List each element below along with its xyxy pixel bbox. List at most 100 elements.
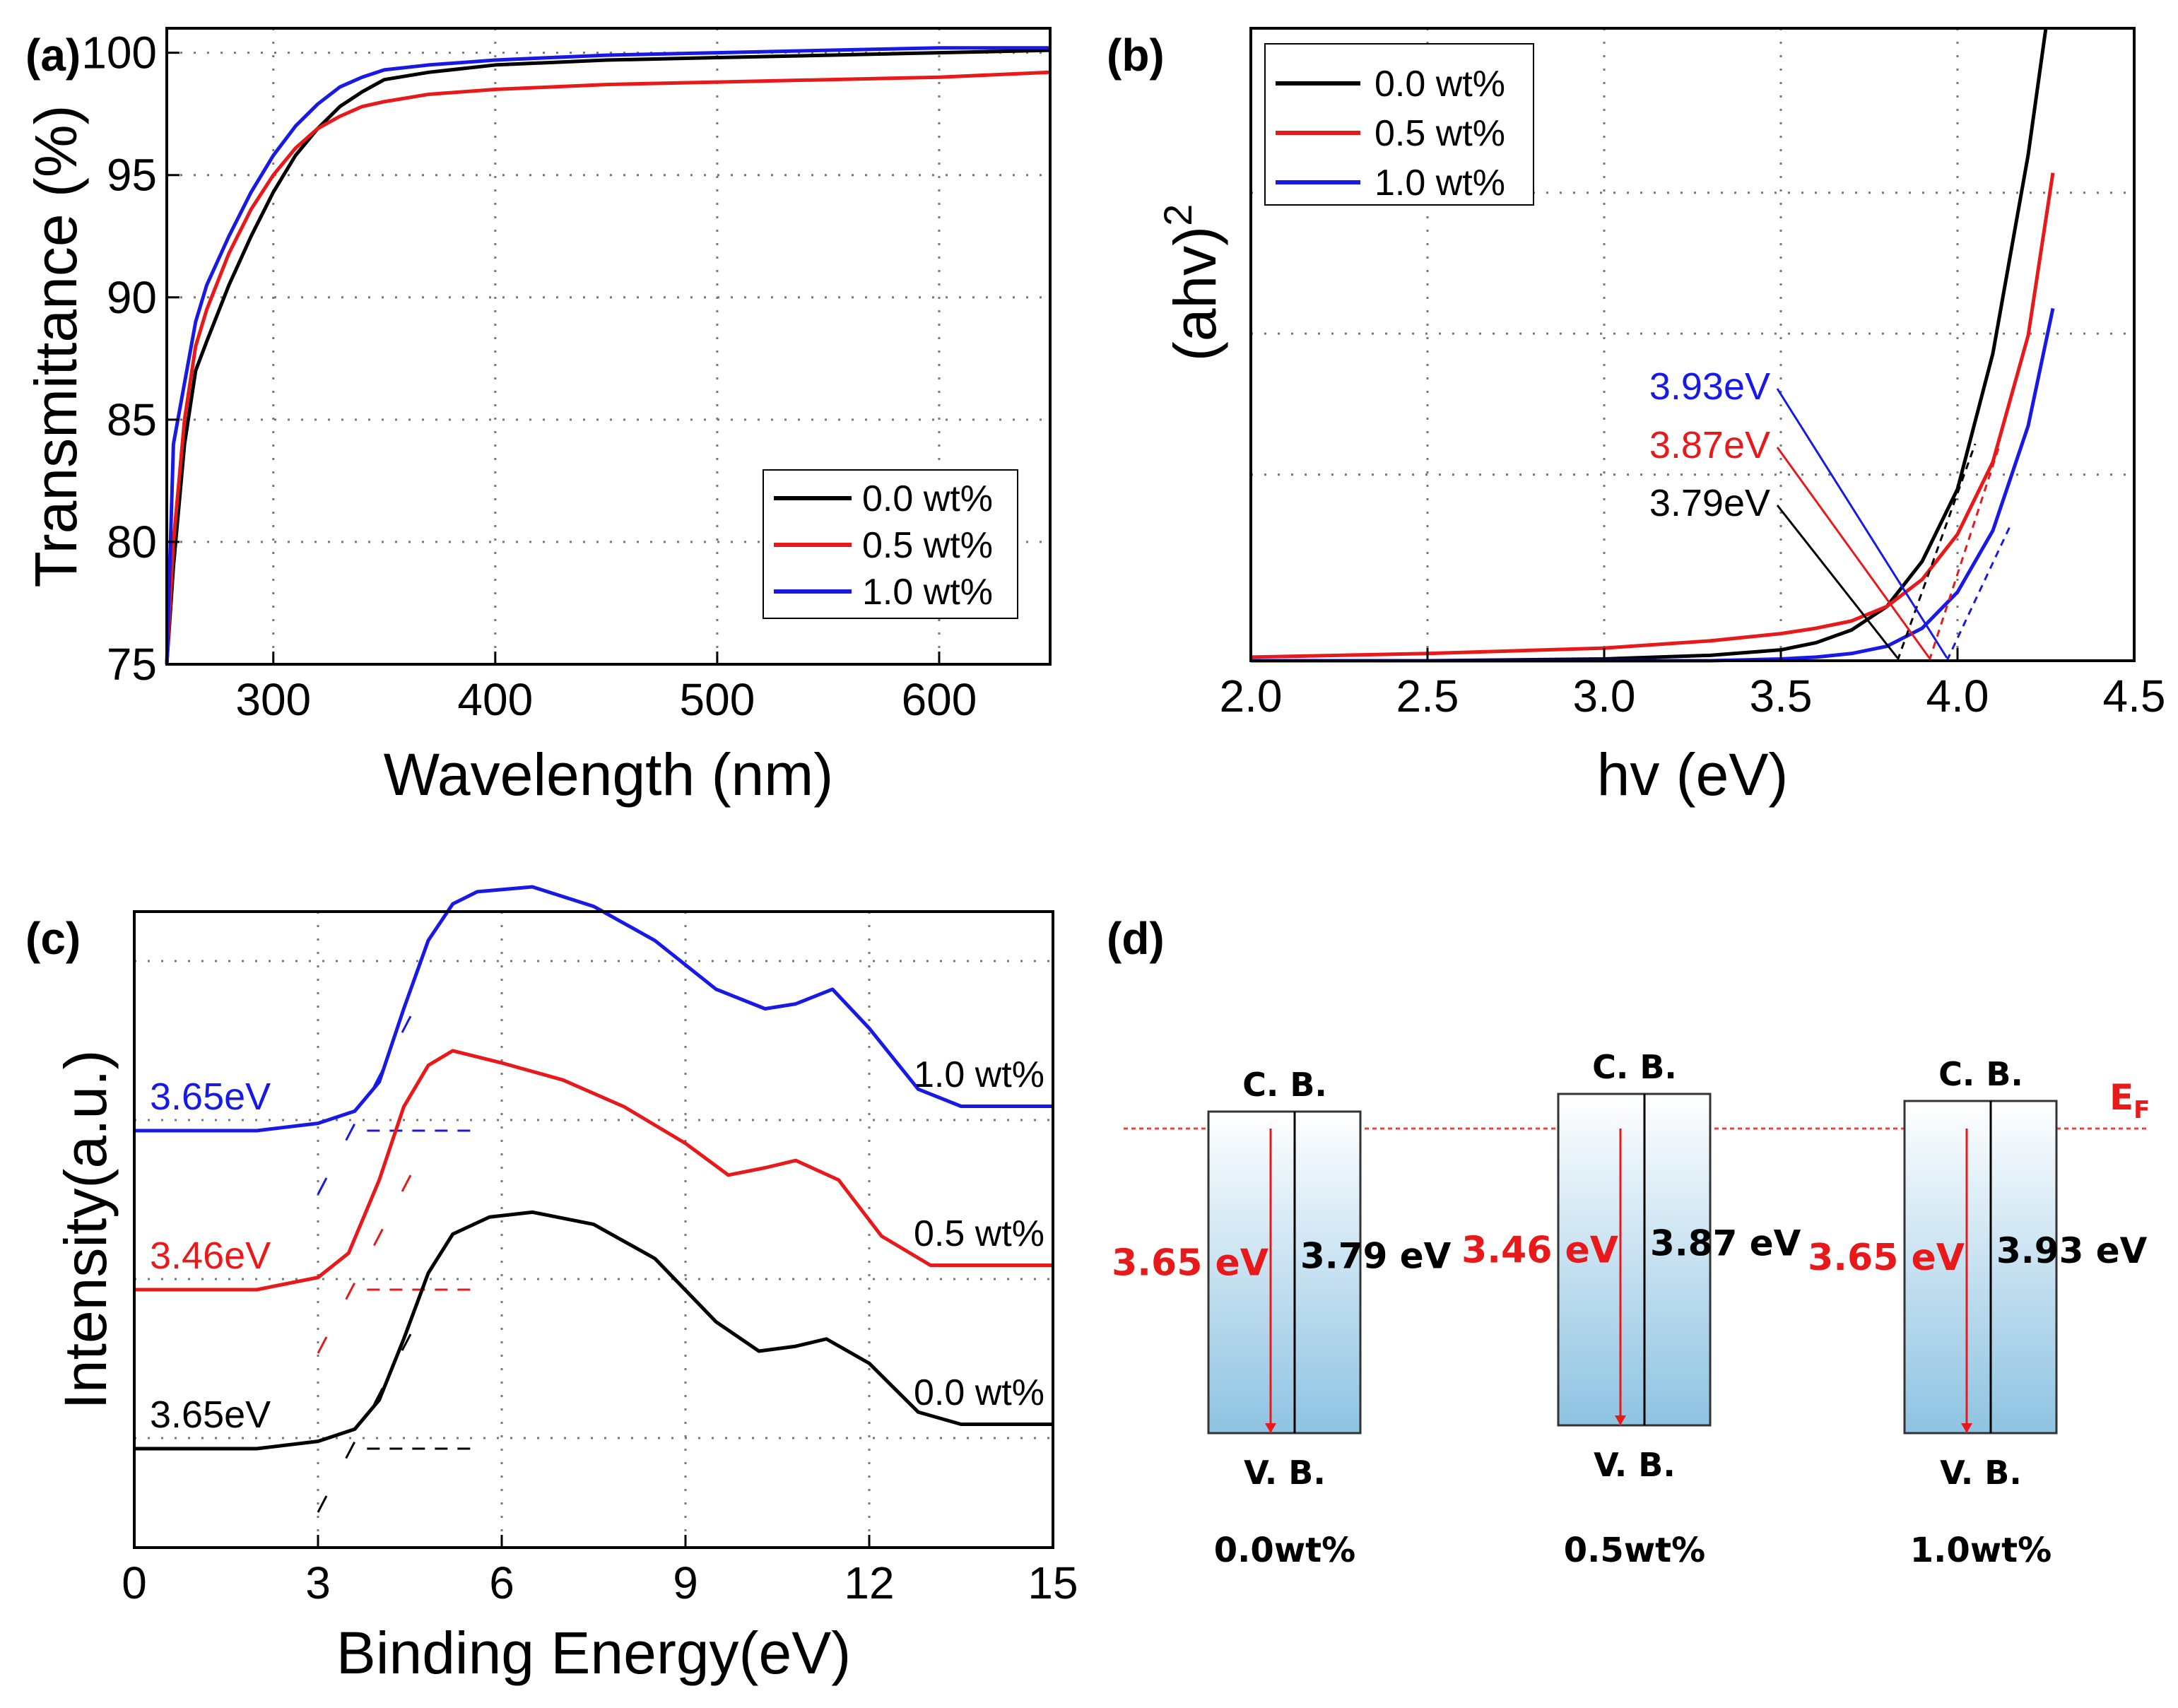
legend-label: 1.0 wt% xyxy=(1375,163,1505,204)
x-tick-label: 15 xyxy=(1028,1557,1078,1608)
bandgap-label: 3.87eV xyxy=(1649,424,1770,466)
xps-gap-value: 3.65 eV xyxy=(1808,1237,1965,1279)
series-group xyxy=(165,46,1051,665)
xps-gap-value: 3.46 eV xyxy=(1461,1230,1618,1272)
series-label: 1.0 wt% xyxy=(914,1054,1044,1095)
arrow-head xyxy=(1265,1423,1276,1433)
sample-label: 1.0wt% xyxy=(1910,1531,2052,1570)
optical-gap-value: 3.93 eV xyxy=(1996,1230,2148,1271)
y-tick-label: 95 xyxy=(107,150,157,201)
conduction-band-label: C. B. xyxy=(1938,1055,2023,1093)
series-line xyxy=(1250,172,2055,659)
y-tick-label: 90 xyxy=(107,272,157,323)
x-tick-label: 3.0 xyxy=(1573,671,1636,722)
legend-label: 0.5 wt% xyxy=(862,525,993,566)
sample-label: 0.0wt% xyxy=(1214,1531,1355,1570)
ticks: 0 3 6 9 12 15 xyxy=(122,1535,1078,1608)
x-tick-label: 3.5 xyxy=(1750,671,1813,722)
bandgap-label: 3.93eV xyxy=(1649,365,1770,408)
legend: 0.0 wt% 0.5 wt% 1.0 wt% xyxy=(763,469,1018,619)
grid xyxy=(134,912,1053,1548)
arrow-head xyxy=(1961,1423,1972,1433)
panel-d-band-diagram: EF C. B. V. B. 3.65 eV 3.79 eV 0.0wt% C. B. V.… xyxy=(1112,1048,2150,1570)
edge-label: 3.65eV xyxy=(150,1394,271,1436)
panel-a-chart: 300 400 500 600 75 80 85 90 95 100 Wavelength (nm… xyxy=(23,27,1052,808)
legend-label: 0.0 wt% xyxy=(862,478,993,519)
ticks: 2.0 2.5 3.0 3.5 4.0 4.5 xyxy=(1220,648,2166,722)
panel-label-d: (d) xyxy=(1107,913,1165,964)
optical-gap-value: 3.87 eV xyxy=(1650,1223,1801,1264)
x-tick-label: 9 xyxy=(673,1557,698,1608)
arrow-head xyxy=(1615,1415,1626,1425)
x-tick-label: 4.5 xyxy=(2103,671,2166,722)
annotation-arrow xyxy=(1776,505,1899,659)
edge-label: 3.65eV xyxy=(150,1076,271,1118)
series-label: 0.0 wt% xyxy=(914,1372,1044,1413)
band-columns: C. B. V. B. 3.65 eV 3.79 eV 0.0wt% C. B. V. B.… xyxy=(1112,1048,2148,1570)
y-axis-label: (ahv)2 xyxy=(1155,204,1228,362)
annotation-arrow xyxy=(1776,388,1948,659)
y-tick-label: 80 xyxy=(107,517,157,567)
panel-label-a: (a) xyxy=(25,30,81,81)
panel-label-b: (b) xyxy=(1107,30,1165,81)
x-tick-label: 12 xyxy=(844,1557,894,1608)
x-tick-label: 600 xyxy=(902,674,977,725)
y-tick-label: 75 xyxy=(107,639,157,690)
conduction-band-label: C. B. xyxy=(1592,1048,1677,1086)
bandgap-annotations: 3.93eV 3.87eV 3.79eV xyxy=(1649,365,1948,659)
series-line xyxy=(134,1049,1053,1292)
x-tick-label: 300 xyxy=(235,674,311,725)
series-line xyxy=(165,70,1051,665)
series-group: 3.65eV 1.0 wt% 3.46eV 0.5 wt% 3.65eV 0.0 wt% xyxy=(134,885,1053,1513)
xps-gap-value: 3.65 eV xyxy=(1112,1242,1268,1285)
bandgap-label: 3.79eV xyxy=(1649,482,1770,524)
x-axis-label: Binding Energy(eV) xyxy=(336,1620,851,1686)
series-line xyxy=(134,885,1053,1133)
series-line xyxy=(165,46,1050,665)
y-axis-label: Intensity(a.u.) xyxy=(52,1050,119,1410)
valence-band-label: V. B. xyxy=(1244,1454,1326,1492)
legend: 0.0 wt% 0.5 wt% 1.0 wt% xyxy=(1264,43,1534,206)
legend-box xyxy=(1264,43,1534,206)
fermi-level-label-subscript: F xyxy=(2133,1096,2150,1124)
x-tick-label: 2.0 xyxy=(1220,671,1283,722)
x-tick-label: 0 xyxy=(122,1557,147,1608)
plot-frame xyxy=(133,910,1054,1549)
edge-fit xyxy=(317,1141,430,1354)
valence-band-label: V. B. xyxy=(1594,1446,1676,1484)
series-line xyxy=(134,1210,1053,1451)
legend-label: 0.5 wt% xyxy=(1375,113,1505,154)
optical-gap-value: 3.79 eV xyxy=(1300,1236,1452,1277)
x-tick-label: 500 xyxy=(680,674,755,725)
fermi-level-label-text: E xyxy=(2109,1077,2133,1118)
x-axis-label: Wavelength (nm) xyxy=(384,741,833,808)
valence-band-label: V. B. xyxy=(1940,1454,2022,1492)
y-axis-label: Transmittance (%) xyxy=(23,105,89,587)
annotation-arrow xyxy=(1776,447,1931,659)
tangent-lines xyxy=(1896,443,2012,661)
band-box xyxy=(1903,1100,2058,1435)
band-box xyxy=(1207,1110,1362,1435)
y-axis-label-superscript: 2 xyxy=(1155,204,1200,226)
ticks: 300 400 500 600 75 80 85 90 95 100 xyxy=(81,28,977,725)
panel-b-chart: 2.0 2.5 3.0 3.5 4.0 4.5 hv (eV) (ahv)2 0.0 wt… xyxy=(1155,27,2166,808)
sample-label: 0.5wt% xyxy=(1564,1531,1705,1570)
y-tick-label: 100 xyxy=(81,28,157,78)
series-label: 0.5 wt% xyxy=(914,1213,1044,1254)
conduction-band-label: C. B. xyxy=(1242,1066,1327,1104)
x-tick-label: 400 xyxy=(457,674,533,725)
y-axis-label-text: (ahv) xyxy=(1162,226,1228,361)
edge-fit xyxy=(317,982,430,1195)
edge-fit xyxy=(317,1300,430,1513)
fermi-level-label: EF xyxy=(2109,1077,2150,1124)
legend-label: 0.0 wt% xyxy=(1375,64,1505,105)
legend-label: 1.0 wt% xyxy=(862,572,993,613)
x-tick-label: 2.5 xyxy=(1396,671,1459,722)
plot-frame xyxy=(165,27,1052,666)
x-tick-label: 3 xyxy=(305,1557,331,1608)
edge-label: 3.46eV xyxy=(150,1235,271,1277)
tangent-line xyxy=(1896,443,1977,661)
x-axis-label: hv (eV) xyxy=(1597,741,1789,808)
